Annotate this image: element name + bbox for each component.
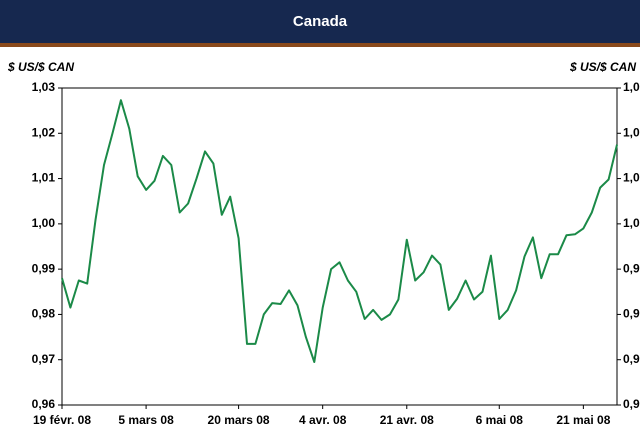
y-tick-label: 1,02 — [32, 125, 56, 139]
y2-tick-label: 1,03 — [623, 80, 640, 94]
x-tick-label: 21 mai 08 — [556, 413, 610, 427]
plot-area — [61, 87, 618, 406]
x-tick-label: 5 mars 08 — [118, 413, 174, 427]
y2-tick-label: 0,98 — [623, 307, 640, 321]
y-tick-label: 0,96 — [32, 397, 56, 411]
x-tick-label: 21 avr. 08 — [380, 413, 434, 427]
chart-title: Canada — [293, 13, 348, 30]
y-tick-label: 1,00 — [32, 216, 56, 230]
y2-tick-label: 0,96 — [623, 397, 640, 411]
y-tick-label: 1,01 — [32, 171, 56, 185]
y2-tick-label: 1,00 — [623, 216, 640, 230]
y-tick-label: 1,03 — [32, 80, 56, 94]
title-bar — [0, 0, 640, 43]
series-line — [61, 99, 618, 363]
y2-tick-label: 1,02 — [623, 125, 640, 139]
y-tick-label: 0,99 — [32, 261, 56, 275]
y2-tick-label: 0,97 — [623, 352, 640, 366]
x-tick-label: 19 févr. 08 — [33, 413, 91, 427]
y2-tick-label: 0,99 — [623, 261, 640, 275]
y-tick-label: 0,98 — [32, 307, 56, 321]
y-axis-label: $ US/$ CAN — [7, 60, 74, 74]
x-tick-label: 6 mai 08 — [476, 413, 524, 427]
y-tick-label: 0,97 — [32, 352, 56, 366]
x-tick-label: 20 mars 08 — [208, 413, 270, 427]
y2-axis-label: $ US/$ CAN — [569, 60, 636, 74]
title-rule — [0, 43, 640, 47]
x-tick-label: 4 avr. 08 — [299, 413, 347, 427]
y2-tick-label: 1,01 — [623, 171, 640, 185]
